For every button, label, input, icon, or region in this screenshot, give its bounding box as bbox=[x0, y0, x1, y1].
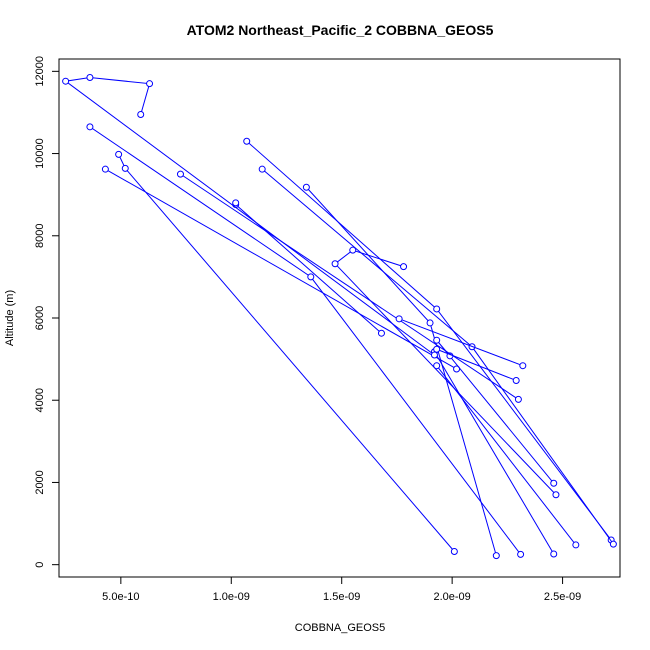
x-axis: 5.0e-10 1.0e-09 1.5e-09 2.0e-09 2.5e-09 bbox=[102, 576, 581, 603]
x-tick-label: 1.0e-09 bbox=[213, 591, 250, 603]
chart-title: ATOM2 Northeast_Pacific_2 COBBNA_GEOS5 bbox=[187, 22, 494, 38]
series-15 bbox=[62, 74, 438, 359]
data-point bbox=[512, 376, 520, 384]
data-point bbox=[258, 165, 266, 173]
data-point bbox=[115, 150, 123, 158]
series-6 bbox=[243, 137, 615, 544]
data-point bbox=[550, 550, 558, 558]
series-line bbox=[436, 365, 577, 546]
series-line bbox=[334, 249, 557, 496]
data-point bbox=[492, 552, 500, 560]
data-point bbox=[86, 74, 94, 81]
data-point bbox=[609, 540, 617, 548]
data-point bbox=[450, 548, 458, 556]
series-line bbox=[246, 140, 612, 541]
series-3 bbox=[232, 199, 385, 337]
series-5 bbox=[302, 183, 500, 560]
series-line bbox=[434, 351, 555, 555]
x-tick-label: 2.0e-09 bbox=[433, 591, 470, 603]
data-point bbox=[62, 77, 70, 85]
x-axis-label: COBBNA_GEOS5 bbox=[295, 622, 385, 634]
series-10 bbox=[331, 246, 560, 499]
data-point bbox=[572, 541, 580, 549]
data-point bbox=[176, 170, 184, 178]
series-2 bbox=[115, 150, 458, 556]
series-12 bbox=[176, 170, 522, 403]
data-point bbox=[426, 319, 434, 327]
data-point bbox=[552, 491, 560, 499]
y-axis-label: Altitude (m) bbox=[4, 290, 16, 346]
data-point bbox=[86, 123, 94, 131]
data-point bbox=[400, 263, 408, 271]
series-line bbox=[118, 154, 455, 552]
y-tick-label: 12000 bbox=[34, 56, 46, 87]
series-layer bbox=[62, 74, 617, 560]
data-point bbox=[331, 260, 339, 268]
data-point bbox=[519, 362, 527, 370]
data-point bbox=[377, 329, 385, 337]
series-line bbox=[436, 348, 517, 381]
data-point bbox=[146, 80, 154, 88]
series-line bbox=[180, 173, 519, 400]
data-point bbox=[550, 479, 558, 487]
data-point bbox=[433, 336, 441, 344]
data-point bbox=[453, 365, 461, 373]
y-tick-label: 4000 bbox=[34, 388, 46, 412]
x-tick-label: 5.0e-10 bbox=[102, 591, 139, 603]
data-point bbox=[307, 273, 315, 281]
series-8 bbox=[430, 348, 558, 558]
series-line bbox=[306, 186, 497, 556]
y-tick-label: 2000 bbox=[34, 470, 46, 494]
data-point bbox=[514, 395, 522, 403]
data-point bbox=[395, 315, 403, 323]
data-point bbox=[232, 199, 240, 207]
data-point bbox=[137, 111, 145, 118]
y-tick-label: 6000 bbox=[34, 306, 46, 330]
series-14 bbox=[395, 315, 527, 370]
data-point bbox=[433, 362, 441, 370]
series-line bbox=[436, 339, 555, 484]
data-point bbox=[433, 305, 441, 313]
data-point bbox=[243, 137, 251, 145]
y-tick-label: 0 bbox=[34, 562, 46, 568]
data-point bbox=[121, 164, 129, 172]
series-4 bbox=[101, 165, 461, 373]
data-point bbox=[433, 345, 441, 353]
data-point bbox=[430, 351, 438, 359]
x-tick-label: 1.5e-09 bbox=[323, 591, 360, 603]
plot-frame bbox=[58, 58, 621, 578]
data-point bbox=[349, 246, 357, 254]
y-tick-label: 8000 bbox=[34, 224, 46, 248]
series-line bbox=[105, 168, 457, 370]
data-point bbox=[302, 183, 310, 191]
series-1 bbox=[86, 123, 525, 558]
data-point bbox=[517, 550, 525, 558]
y-tick-label: 10000 bbox=[34, 138, 46, 169]
data-point bbox=[101, 165, 109, 173]
y-axis: 0 2000 4000 6000 8000 10000 12000 bbox=[34, 56, 60, 568]
x-tick-label: 2.5e-09 bbox=[544, 591, 581, 603]
series-9 bbox=[433, 362, 580, 549]
series-13 bbox=[433, 345, 520, 384]
series-line bbox=[398, 318, 523, 367]
